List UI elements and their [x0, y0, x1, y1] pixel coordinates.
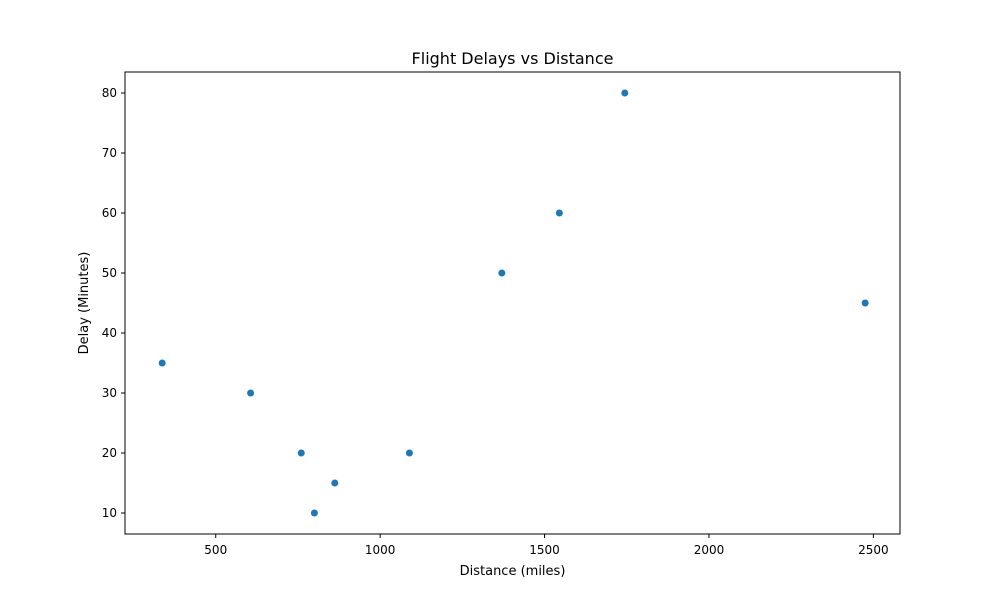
chart-title: Flight Delays vs Distance: [412, 49, 614, 68]
data-point: [861, 299, 869, 307]
data-points: [158, 89, 869, 517]
y-tick-label: 40: [102, 326, 117, 340]
y-tick-label: 20: [102, 446, 117, 460]
y-tick-label: 30: [102, 386, 117, 400]
x-axis-label: Distance (miles): [460, 564, 566, 579]
x-tick-label: 500: [204, 543, 227, 557]
data-point: [331, 479, 339, 487]
x-tick-label: 1000: [365, 543, 396, 557]
data-point: [310, 509, 318, 517]
data-point: [498, 269, 506, 277]
plot-area-frame: [124, 71, 901, 535]
x-tick-label: 2000: [694, 543, 725, 557]
y-tick-label: 80: [102, 86, 117, 100]
y-tick-label: 10: [102, 506, 117, 520]
x-tick-label: 2500: [858, 543, 889, 557]
data-point: [297, 449, 305, 457]
data-point: [555, 209, 563, 217]
y-tick-label: 70: [102, 146, 117, 160]
y-tick-label: 50: [102, 266, 117, 280]
y-tick-label: 60: [102, 206, 117, 220]
data-point: [247, 389, 255, 397]
x-tick-label: 1500: [529, 543, 560, 557]
data-point: [405, 449, 413, 457]
data-point: [158, 359, 166, 367]
x-axis-ticks: 500 1000 1500 2000 2500: [204, 534, 889, 557]
y-axis-label: Delay (Minutes): [77, 252, 92, 355]
data-point: [621, 89, 629, 97]
y-axis-ticks: 10 20 30 40 50 60 70 80: [102, 86, 125, 520]
